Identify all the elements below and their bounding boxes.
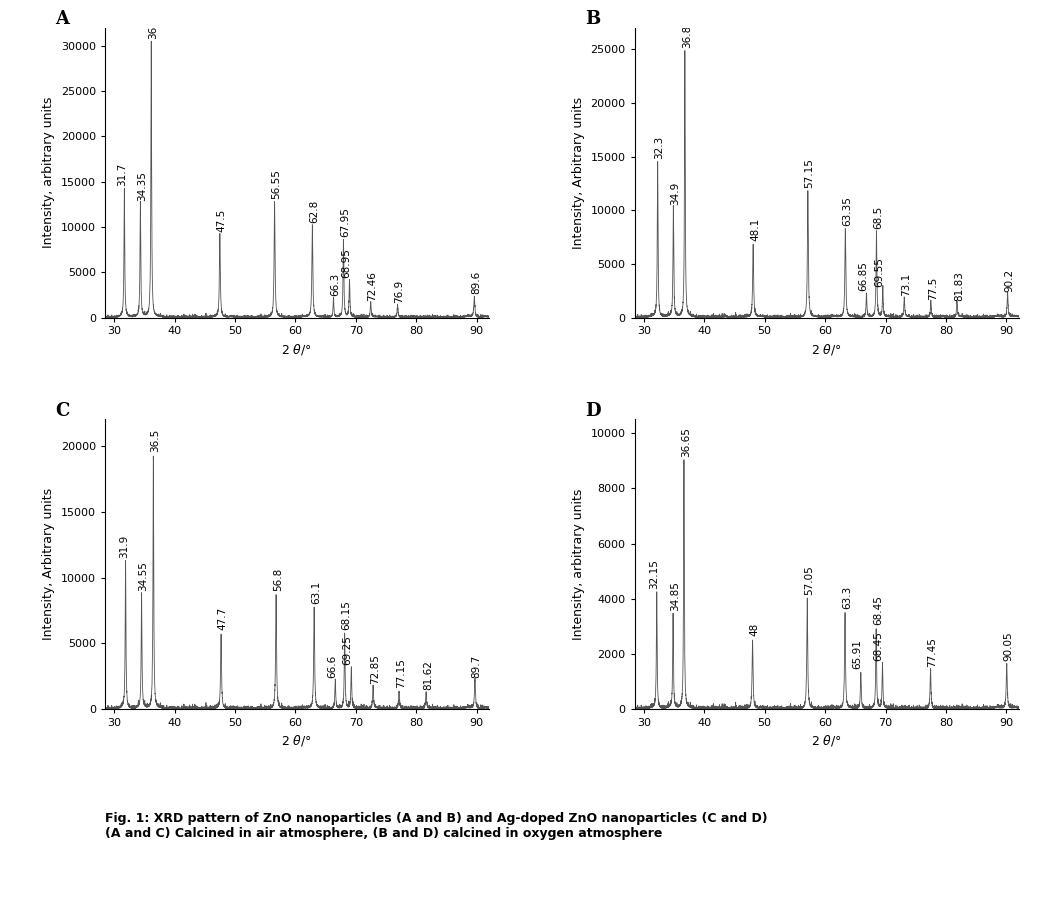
Text: 89.7: 89.7 xyxy=(471,654,482,677)
Text: B: B xyxy=(585,10,600,29)
Text: 68.15: 68.15 xyxy=(341,600,352,630)
X-axis label: 2 $\theta$/°: 2 $\theta$/° xyxy=(812,342,842,356)
Text: 76.9: 76.9 xyxy=(395,280,404,304)
Text: 69.25: 69.25 xyxy=(342,635,352,665)
X-axis label: 2 $\theta$/°: 2 $\theta$/° xyxy=(812,733,842,749)
Text: D: D xyxy=(585,402,601,420)
Text: 34.9: 34.9 xyxy=(670,182,680,205)
Text: 63.3: 63.3 xyxy=(842,585,852,608)
Text: 31.9: 31.9 xyxy=(119,534,129,557)
Text: 48: 48 xyxy=(750,623,759,636)
Text: 66.6: 66.6 xyxy=(328,654,337,677)
Text: 36.65: 36.65 xyxy=(680,426,691,457)
Text: 69.55: 69.55 xyxy=(875,257,884,287)
Text: 47.7: 47.7 xyxy=(217,607,228,630)
Text: 67.95: 67.95 xyxy=(340,208,351,237)
Text: 36.8: 36.8 xyxy=(681,25,692,48)
Text: 57.15: 57.15 xyxy=(804,158,815,187)
Text: 90.2: 90.2 xyxy=(1005,269,1014,292)
Text: 32.15: 32.15 xyxy=(649,559,658,589)
Text: C: C xyxy=(55,402,69,420)
Text: 63.1: 63.1 xyxy=(311,581,321,604)
Text: 34.55: 34.55 xyxy=(139,561,148,591)
Y-axis label: Intensity, Arbitrary units: Intensity, Arbitrary units xyxy=(572,97,585,249)
Text: 77.5: 77.5 xyxy=(927,276,938,299)
Text: 66.3: 66.3 xyxy=(331,273,340,296)
Text: 68.5: 68.5 xyxy=(874,205,883,229)
Text: 63.35: 63.35 xyxy=(842,197,853,226)
Text: 72.85: 72.85 xyxy=(370,654,380,684)
Text: 56.8: 56.8 xyxy=(273,568,282,591)
Text: 81.62: 81.62 xyxy=(423,660,433,689)
Text: A: A xyxy=(55,10,69,29)
Text: 56.55: 56.55 xyxy=(271,169,281,199)
Text: 32.3: 32.3 xyxy=(654,136,665,159)
Text: 66.85: 66.85 xyxy=(858,261,868,291)
Text: 34.35: 34.35 xyxy=(138,171,147,201)
X-axis label: 2 $\theta$/°: 2 $\theta$/° xyxy=(281,733,312,749)
Y-axis label: Intensity, arbitrary units: Intensity, arbitrary units xyxy=(42,97,56,248)
Y-axis label: Intensity, Arbitrary units: Intensity, Arbitrary units xyxy=(42,488,56,641)
Text: 47.5: 47.5 xyxy=(216,209,227,232)
Text: 36.15: 36.15 xyxy=(148,8,159,39)
Text: 89.6: 89.6 xyxy=(471,271,481,294)
X-axis label: 2 $\theta$/°: 2 $\theta$/° xyxy=(281,342,312,356)
Text: (A and C) Calcined in air atmosphere, (B and D) calcined in oxygen atmosphere: (A and C) Calcined in air atmosphere, (B… xyxy=(105,827,663,840)
Text: 48.1: 48.1 xyxy=(750,218,760,242)
Text: 90.05: 90.05 xyxy=(1004,631,1013,661)
Text: 77.15: 77.15 xyxy=(396,658,406,689)
Text: 68.95: 68.95 xyxy=(341,248,351,278)
Text: 31.7: 31.7 xyxy=(118,163,127,186)
Text: 73.1: 73.1 xyxy=(901,273,911,296)
Text: 57.05: 57.05 xyxy=(804,565,814,594)
Text: 65.91: 65.91 xyxy=(853,640,862,669)
Text: 34.85: 34.85 xyxy=(670,581,679,611)
Text: 77.45: 77.45 xyxy=(927,637,938,666)
Text: 81.83: 81.83 xyxy=(953,270,964,301)
Y-axis label: Intensity, arbitrary units: Intensity, arbitrary units xyxy=(572,488,585,640)
Text: 68.45: 68.45 xyxy=(874,631,883,661)
Text: Fig. 1: XRD pattern of ZnO nanoparticles (A and B) and Ag-doped ZnO nanoparticle: Fig. 1: XRD pattern of ZnO nanoparticles… xyxy=(105,812,768,825)
Text: 72.46: 72.46 xyxy=(368,270,378,301)
Text: 36.5: 36.5 xyxy=(150,429,161,452)
Text: 68.45: 68.45 xyxy=(873,595,883,625)
Text: 62.8: 62.8 xyxy=(309,199,319,222)
